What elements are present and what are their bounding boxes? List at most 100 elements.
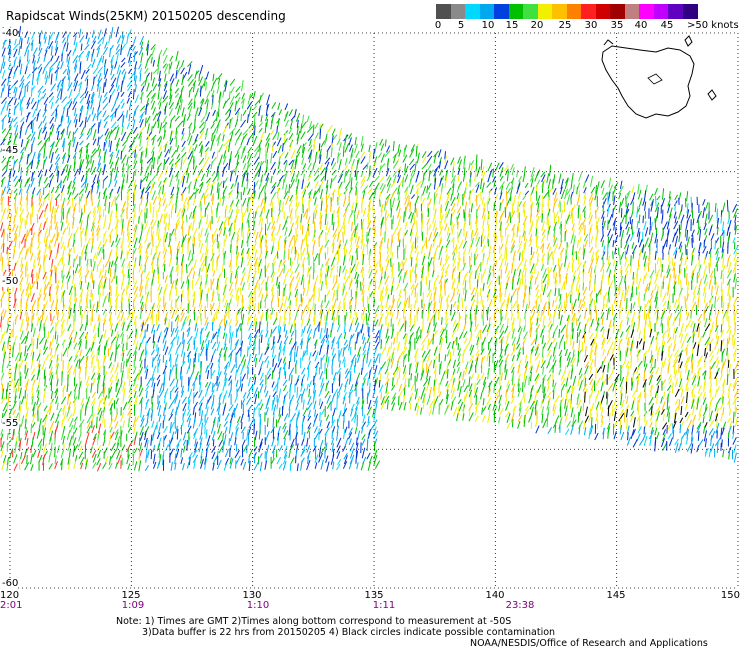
wind-barb <box>612 317 616 327</box>
wind-barb <box>67 184 71 195</box>
wind-barb <box>158 185 162 195</box>
wind-barb <box>158 286 163 296</box>
wind-barb <box>349 187 353 194</box>
wind-barb <box>30 292 35 303</box>
wind-barb <box>474 246 479 254</box>
wind-barb <box>451 281 454 290</box>
wind-barb <box>398 275 402 284</box>
wind-barb <box>211 133 213 142</box>
wind-barb <box>618 185 624 195</box>
wind-barb <box>174 326 179 333</box>
wind-barb <box>102 96 108 104</box>
wind-barb <box>518 318 521 327</box>
wind-barb <box>144 237 148 244</box>
wind-barb <box>187 74 193 82</box>
wind-barb <box>253 353 257 362</box>
wind-barb <box>481 228 485 237</box>
wind-barb <box>128 90 132 98</box>
wind-barb <box>229 119 231 129</box>
wind-barb <box>506 292 511 303</box>
wind-barb <box>618 286 621 296</box>
wind-barb <box>146 208 148 219</box>
wind-barb <box>524 278 527 290</box>
wind-barb <box>452 319 457 327</box>
wind-barb <box>457 206 462 214</box>
wind-barb <box>397 318 401 326</box>
wind-barb <box>66 42 69 52</box>
wind-barb <box>444 176 448 189</box>
wind-barb <box>97 314 100 322</box>
wind-barb <box>342 209 348 217</box>
wind-barb <box>578 171 583 182</box>
wind-barb <box>558 341 561 350</box>
wind-barb <box>552 337 556 344</box>
wind-barb <box>260 218 263 229</box>
wind-barb <box>582 282 585 291</box>
wind-barb <box>648 295 653 303</box>
wind-barb <box>218 197 222 206</box>
wind-barb <box>552 355 556 362</box>
wind-barb <box>325 328 328 339</box>
wind-barb <box>397 268 403 277</box>
wind-barb <box>212 260 214 271</box>
wind-barb <box>714 281 717 290</box>
wind-barb <box>73 334 77 344</box>
wind-barb <box>294 249 298 261</box>
wind-barb <box>505 335 509 345</box>
wind-barb <box>200 98 204 104</box>
wind-barb <box>582 244 585 256</box>
wind-barb <box>253 242 257 250</box>
wind-barb <box>426 225 429 236</box>
wind-barb <box>397 144 400 153</box>
wind-barb <box>204 281 207 289</box>
wind-barb <box>254 279 259 290</box>
wind-barb <box>115 26 119 38</box>
wind-barb <box>284 227 288 236</box>
wind-barb <box>445 294 450 302</box>
wind-barb <box>187 250 191 261</box>
wind-barb <box>374 353 380 363</box>
wind-barb <box>110 64 114 76</box>
wind-barb <box>198 107 203 117</box>
wind-barb <box>650 232 654 241</box>
wind-barb <box>523 221 526 232</box>
wind-barb <box>43 122 47 130</box>
wind-barb <box>393 337 396 345</box>
wind-barb <box>709 304 713 315</box>
wind-barb <box>36 188 42 196</box>
wind-barb <box>0 87 4 98</box>
wind-barb <box>488 265 492 273</box>
wind-barb <box>290 159 295 170</box>
wind-barb <box>733 245 739 255</box>
wind-barb <box>162 302 167 313</box>
wind-barb <box>445 253 448 262</box>
wind-barb <box>584 346 587 357</box>
wind-barb <box>115 52 119 64</box>
wind-barb <box>444 160 449 170</box>
wind-barb <box>13 262 17 271</box>
wind-barb <box>193 357 195 368</box>
wind-barb <box>139 179 142 190</box>
wind-barb <box>588 325 591 333</box>
wind-barb <box>475 218 479 230</box>
wind-barb <box>14 235 17 247</box>
wind-barb <box>282 317 287 327</box>
wind-barb <box>283 159 288 165</box>
wind-barb <box>103 189 106 200</box>
wind-barb <box>43 300 48 310</box>
wind-barb <box>266 276 269 285</box>
wind-barb <box>48 179 52 188</box>
wind-barb <box>97 144 101 152</box>
wind-barb <box>85 347 91 357</box>
wind-barb <box>74 141 79 153</box>
wind-barb <box>234 215 238 223</box>
wind-barb <box>596 317 600 325</box>
wind-barb <box>331 169 337 176</box>
wind-barb <box>470 203 473 213</box>
wind-barb <box>31 305 34 314</box>
wind-barb <box>367 281 371 291</box>
wind-barb <box>307 162 312 170</box>
wind-barb <box>559 186 563 195</box>
wind-barb <box>151 263 154 274</box>
wind-barb <box>188 267 193 277</box>
